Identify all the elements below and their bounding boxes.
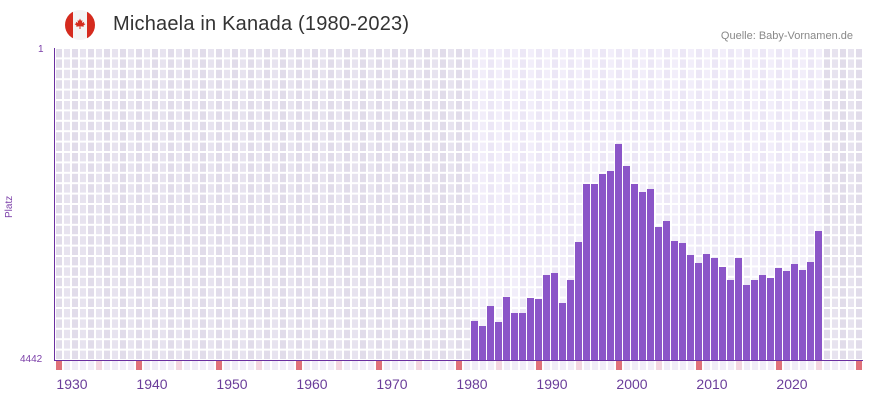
bar-2015[interactable]: [751, 280, 758, 360]
y-tick-top: 1: [38, 44, 44, 55]
x-axis-line: [55, 360, 863, 361]
bar-2014[interactable]: [743, 285, 750, 360]
bar-1987[interactable]: [527, 298, 534, 360]
bar-1985[interactable]: [511, 313, 518, 360]
bar-2007[interactable]: [687, 255, 694, 360]
x-tick-2010: 2010: [696, 376, 728, 392]
bar-1992[interactable]: [567, 280, 574, 360]
bar-2013[interactable]: [735, 258, 742, 360]
bar-1982[interactable]: [487, 306, 494, 360]
bar-2000[interactable]: [631, 184, 638, 360]
bar-2011[interactable]: [719, 267, 726, 360]
bar-2021[interactable]: [799, 270, 806, 360]
bar-1999[interactable]: [623, 166, 630, 360]
plot-area: [55, 48, 863, 360]
x-tick-1940: 1940: [136, 376, 168, 392]
y-axis-label: Platz: [4, 195, 15, 218]
x-tick-1930: 1930: [56, 376, 88, 392]
chart-title: Michaela in Kanada (1980-2023): [113, 13, 410, 35]
bar-2006[interactable]: [679, 243, 686, 360]
x-tick-2020: 2020: [776, 376, 808, 392]
bar-1980[interactable]: [471, 321, 478, 360]
bar-2005[interactable]: [671, 241, 678, 360]
x-tick-1970: 1970: [376, 376, 408, 392]
year-markers: [56, 361, 862, 370]
y-tick-bottom: 4442: [20, 354, 43, 365]
bar-2001[interactable]: [639, 192, 646, 360]
bar-1998[interactable]: [615, 144, 622, 360]
bar-chart: [56, 49, 862, 360]
bar-1994[interactable]: [583, 184, 590, 360]
bar-1984[interactable]: [503, 297, 510, 360]
bar-2009[interactable]: [703, 254, 710, 360]
y-axis-line: [54, 48, 55, 361]
bar-2019[interactable]: [783, 271, 790, 360]
bar-2010[interactable]: [711, 258, 718, 360]
bar-2003[interactable]: [655, 227, 662, 360]
x-tick-1950: 1950: [216, 376, 248, 392]
bar-1996[interactable]: [599, 174, 606, 360]
bar-2008[interactable]: [695, 263, 702, 360]
bar-1997[interactable]: [607, 171, 614, 360]
bar-2017[interactable]: [767, 278, 774, 360]
bar-2020[interactable]: [791, 264, 798, 360]
bar-1988[interactable]: [535, 299, 542, 360]
x-tick-2000: 2000: [616, 376, 648, 392]
bar-2004[interactable]: [663, 221, 670, 360]
bar-2016[interactable]: [759, 275, 766, 360]
x-tick-1960: 1960: [296, 376, 328, 392]
bar-1989[interactable]: [543, 275, 550, 360]
flag-canada-icon: [65, 10, 95, 40]
x-tick-1980: 1980: [456, 376, 488, 392]
bar-1995[interactable]: [591, 184, 598, 360]
bar-2012[interactable]: [727, 280, 734, 360]
bar-2002[interactable]: [647, 189, 654, 360]
bar-2023[interactable]: [815, 231, 822, 360]
bar-2018[interactable]: [775, 268, 782, 360]
bar-1986[interactable]: [519, 313, 526, 360]
bar-2022[interactable]: [807, 262, 814, 360]
bar-1990[interactable]: [551, 273, 558, 360]
source-credit: Quelle: Baby-Vornamen.de: [720, 30, 853, 42]
bar-1993[interactable]: [575, 242, 582, 360]
bar-1983[interactable]: [495, 322, 502, 360]
bar-1991[interactable]: [559, 303, 566, 360]
x-tick-1990: 1990: [536, 376, 568, 392]
bar-1981[interactable]: [479, 326, 486, 360]
maple-leaf-icon: [74, 18, 86, 29]
